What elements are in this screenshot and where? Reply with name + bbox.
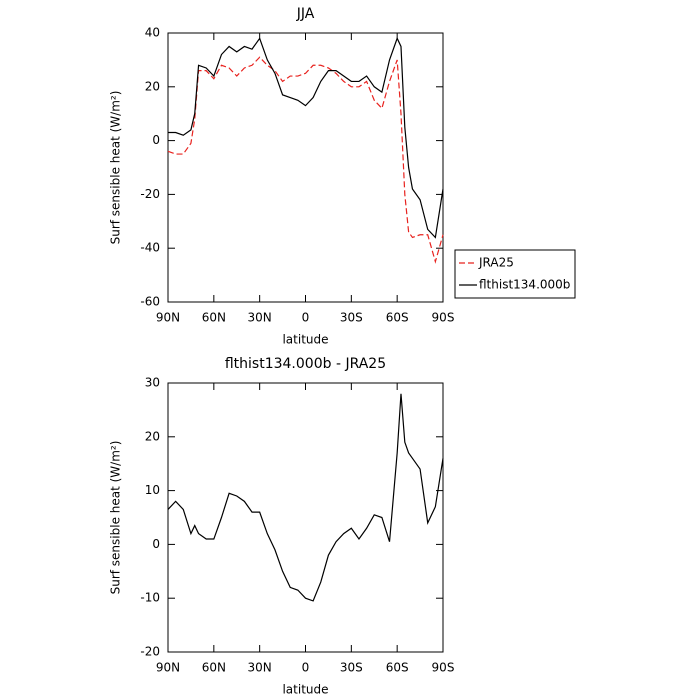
x-tick-label: 60S [386, 661, 409, 675]
legend-label: JRA25 [478, 256, 514, 270]
x-tick-label: 30N [248, 311, 272, 325]
y-tick-label: 40 [145, 26, 160, 40]
y-tick-label: 0 [152, 133, 160, 147]
y-tick-label: 0 [152, 537, 160, 551]
x-tick-label: 90N [156, 661, 180, 675]
y-tick-label: 20 [145, 429, 160, 443]
y-tick-label: 30 [145, 376, 160, 390]
chart-title: flthist134.000b - JRA25 [225, 356, 386, 372]
legend-label: flthist134.000b [479, 278, 570, 292]
panel: flthist134.000b - JRA25 latitude Surf sens… [109, 356, 455, 697]
y-axis-label: Surf sensible heat (W/m²) [109, 441, 123, 595]
x-tick-label: 30N [248, 661, 272, 675]
panel: JJA latitude Surf sensible heat (W/m²) -60 -… [109, 6, 576, 347]
chart-title: JJA [296, 6, 315, 22]
y-tick-label: 10 [145, 483, 160, 497]
x-axis-label: latitude [282, 683, 328, 697]
x-tick-label: 60N [202, 311, 226, 325]
x-tick-label: 90S [432, 661, 455, 675]
y-tick-label: -10 [140, 591, 160, 605]
x-tick-label: 0 [302, 311, 310, 325]
x-tick-label: 30S [340, 661, 363, 675]
plot-frame [167, 382, 444, 653]
y-axis-label: Surf sensible heat (W/m²) [109, 91, 123, 245]
data-line [167, 56, 444, 264]
x-axis-label: latitude [282, 333, 328, 347]
x-tick-label: 0 [302, 661, 310, 675]
data-line [168, 36, 444, 239]
x-tick-label: 30S [340, 311, 363, 325]
y-tick-label: -40 [140, 241, 160, 255]
x-tick-label: 60N [202, 661, 226, 675]
x-tick-label: 90N [156, 311, 180, 325]
data-line [167, 393, 444, 602]
y-tick-label: 20 [145, 79, 160, 93]
x-tick-label: 60S [386, 311, 409, 325]
y-tick-label: -60 [140, 295, 160, 309]
x-tick-label: 90S [432, 311, 455, 325]
y-tick-label: -20 [140, 645, 160, 659]
y-tick-label: -20 [140, 187, 160, 201]
legend-box [454, 249, 576, 299]
